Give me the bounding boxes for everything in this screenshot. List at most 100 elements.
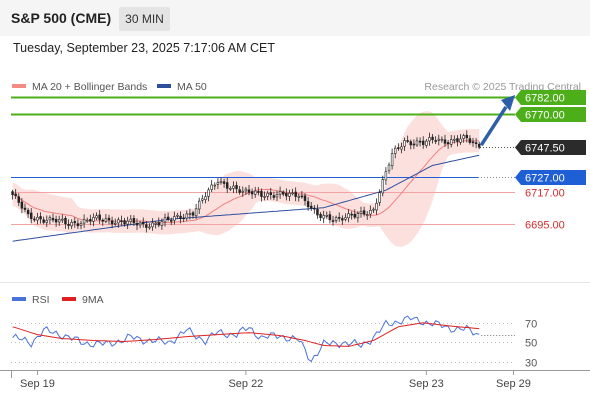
candle-body <box>129 218 133 222</box>
legend-swatch <box>12 297 26 301</box>
candle-body <box>197 200 201 210</box>
candle-body <box>294 191 297 197</box>
candle-body <box>297 195 301 198</box>
candle-body <box>372 208 375 211</box>
candle-body <box>163 217 167 223</box>
x-tick-label: Sep 29 <box>496 378 531 390</box>
candle-body <box>79 223 83 226</box>
candle-body <box>431 136 434 140</box>
candle-body <box>244 188 248 192</box>
ma50-line <box>12 154 480 242</box>
candle-body <box>145 224 148 228</box>
candle-body <box>45 220 49 223</box>
rsi-line <box>12 315 480 363</box>
candle-body <box>459 138 462 143</box>
candle-body <box>160 221 164 226</box>
candle-body <box>440 138 444 141</box>
legend-swatch <box>62 297 76 301</box>
candle-body <box>257 191 260 193</box>
candle-body <box>33 218 36 221</box>
candle-body <box>369 210 372 215</box>
candle-body <box>54 219 58 223</box>
candle-body <box>406 140 409 142</box>
candle-body <box>64 217 67 225</box>
candle-body <box>42 219 45 223</box>
candle-body <box>232 185 235 189</box>
legend-label: MA 20 + Bollinger Bands <box>32 81 147 93</box>
candle-body <box>169 220 173 222</box>
candle-body <box>113 222 117 225</box>
candle-body <box>421 140 425 145</box>
candle-body <box>278 191 282 195</box>
rsi-tick-label: 50 <box>525 338 537 350</box>
x-tick-label: Sep 19 <box>20 378 55 390</box>
candle-body <box>225 182 229 189</box>
candle-body <box>216 182 220 185</box>
candle-body <box>334 217 338 221</box>
candle-body <box>23 207 27 210</box>
candle-body <box>120 220 123 222</box>
price-tag-label: 6727.00 <box>525 173 565 185</box>
candle-body <box>132 217 136 224</box>
candle-body <box>67 223 70 226</box>
candle-body <box>390 153 394 167</box>
candle-body <box>359 210 363 214</box>
candle-body <box>263 196 266 198</box>
candle-body <box>313 207 316 210</box>
candle-body <box>347 213 350 219</box>
timeframe-button[interactable]: 30 MIN <box>119 7 170 31</box>
candle-body <box>117 219 120 224</box>
candle-body <box>437 138 441 141</box>
candle-body <box>331 220 335 222</box>
candle-body <box>235 185 238 190</box>
candle-body <box>409 141 413 146</box>
price-tag <box>515 140 586 155</box>
candle-body <box>173 216 176 221</box>
candle-body <box>387 164 391 172</box>
candle-body <box>272 195 276 198</box>
candle-body <box>453 138 456 141</box>
price-tag <box>515 107 586 122</box>
candle-body <box>123 220 126 225</box>
candle-body <box>375 202 378 211</box>
candle-body <box>39 216 42 220</box>
x-tick-label: Sep 23 <box>409 378 444 390</box>
candle-body <box>397 147 400 149</box>
candle-body <box>303 195 307 201</box>
candle-body <box>425 140 428 146</box>
candle-body <box>82 218 86 224</box>
candle-body <box>29 212 33 219</box>
candle-body <box>154 223 157 225</box>
candle-body <box>138 222 142 226</box>
candle-body <box>247 189 251 193</box>
candle-body <box>337 217 341 219</box>
price-tag <box>515 90 586 105</box>
candle-body <box>250 191 254 195</box>
candle-body <box>194 208 198 217</box>
candle-body <box>291 192 294 195</box>
candle-body <box>353 213 357 218</box>
candle-body <box>182 217 185 220</box>
candle-body <box>350 213 353 216</box>
candle-body <box>403 140 406 147</box>
candle-body <box>443 139 447 144</box>
target-arrow-shaft <box>479 105 508 147</box>
rsi-tick-label: 30 <box>525 358 537 370</box>
x-tick-label: Sep 22 <box>228 378 263 390</box>
candle-body <box>400 146 403 150</box>
timestamp: Tuesday, September 23, 2025 7:17:06 AM C… <box>13 41 275 55</box>
header-bar: S&P 500 (CME) 30 MIN <box>0 0 590 36</box>
candle-body <box>110 220 114 225</box>
price-tag-label: 6747.50 <box>525 143 565 155</box>
candle-body <box>378 192 381 203</box>
candle-body <box>157 222 161 226</box>
candle-body <box>415 140 419 146</box>
candle-body <box>446 142 450 145</box>
candle-body <box>76 223 80 227</box>
candle-body <box>20 201 24 209</box>
candle-body <box>260 190 263 197</box>
candle-body <box>213 184 217 187</box>
candle-body <box>428 137 431 142</box>
